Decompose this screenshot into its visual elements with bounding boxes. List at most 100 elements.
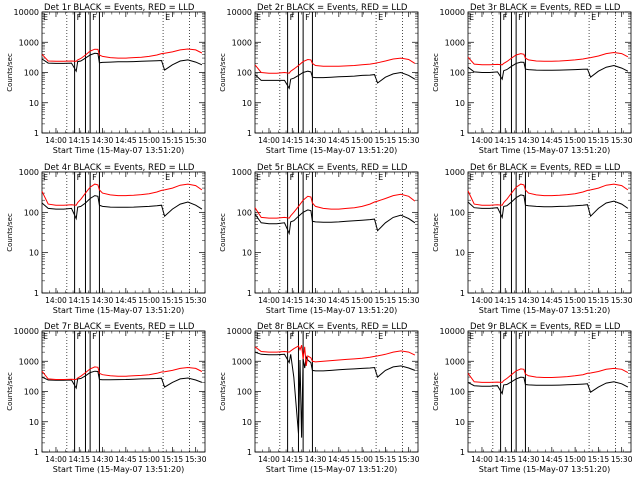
series-events-line bbox=[467, 376, 629, 396]
annotation-label: E bbox=[256, 13, 261, 22]
annotation-label: E bbox=[256, 173, 261, 182]
panel-title: Det 6r BLACK = Events, RED = LLD bbox=[470, 163, 621, 173]
x-tick-label: 15:15 bbox=[375, 455, 397, 464]
x-tick-label: 14:45 bbox=[328, 136, 350, 145]
x-axis-label: Start Time (15-May-07 13:51:20) bbox=[53, 306, 184, 315]
series-lld-line bbox=[41, 48, 203, 62]
x-tick-label: 14:00 bbox=[471, 136, 493, 145]
x-tick-label: 15:00 bbox=[351, 136, 373, 145]
x-axis-label: Start Time (15-May-07 13:51:20) bbox=[266, 306, 397, 315]
y-tick-label: 1 bbox=[247, 289, 252, 298]
series-events-line bbox=[41, 52, 203, 73]
annotation-label: F bbox=[305, 173, 310, 182]
x-tick-label: 14:30 bbox=[92, 455, 114, 464]
annotation-label: E bbox=[469, 332, 474, 341]
y-tick-label: 10000 bbox=[440, 327, 465, 336]
x-tick-label: 14:30 bbox=[92, 136, 114, 145]
y-tick-label: 100 bbox=[450, 388, 465, 397]
y-tick-label: 10 bbox=[455, 418, 465, 427]
x-tick-label: 15:00 bbox=[564, 136, 586, 145]
x-tick-label: 14:15 bbox=[68, 455, 90, 464]
annotation-label: F bbox=[305, 13, 310, 22]
y-tick-label: 1 bbox=[34, 289, 39, 298]
x-tick-label: 15:15 bbox=[162, 296, 184, 305]
x-tick-label: 15:00 bbox=[351, 455, 373, 464]
panel-title: Det 5r BLACK = Events, RED = LLD bbox=[257, 163, 408, 173]
y-tick-label: 10 bbox=[455, 249, 465, 258]
panel-title: Det 8r BLACK = Events, RED = LLD bbox=[257, 322, 408, 332]
y-axis-label: Counts/sec bbox=[219, 213, 227, 252]
y-tick-label: 10000 bbox=[440, 8, 465, 17]
x-tick-label: 15:30 bbox=[611, 455, 633, 464]
series-events-line bbox=[467, 61, 629, 81]
x-tick-label: 15:15 bbox=[588, 136, 610, 145]
y-tick-label: 10000 bbox=[14, 8, 39, 17]
x-tick-label: 14:00 bbox=[471, 455, 493, 464]
x-tick-label: 14:45 bbox=[328, 455, 350, 464]
x-tick-label: 15:00 bbox=[564, 296, 586, 305]
y-tick-label: 100 bbox=[450, 69, 465, 78]
plot-frame bbox=[467, 330, 632, 453]
annotation-label: E bbox=[43, 173, 48, 182]
x-tick-label: 14:45 bbox=[541, 455, 563, 464]
annotation-label: F bbox=[77, 173, 82, 182]
series-events-line bbox=[41, 370, 203, 390]
x-tick-label: 14:45 bbox=[328, 296, 350, 305]
x-tick-label: 14:15 bbox=[68, 136, 90, 145]
x-tick-label: 14:00 bbox=[45, 136, 67, 145]
x-tick-label: 15:00 bbox=[138, 455, 160, 464]
x-tick-label: 14:00 bbox=[471, 296, 493, 305]
y-tick-label: 10 bbox=[242, 99, 252, 108]
annotation-label: F bbox=[503, 13, 508, 22]
x-tick-label: 15:30 bbox=[185, 455, 207, 464]
x-tick-label: 14:15 bbox=[281, 136, 303, 145]
annotation-label: F bbox=[92, 332, 97, 341]
y-tick-label: 100 bbox=[237, 208, 252, 217]
x-tick-label: 14:15 bbox=[281, 296, 303, 305]
annotation-label: E bbox=[591, 173, 596, 182]
x-tick-label: 14:15 bbox=[494, 455, 516, 464]
annotation-label: F bbox=[503, 173, 508, 182]
panel-det-7r: Det 7r BLACK = Events, RED = LLD Counts/s… bbox=[6, 322, 207, 474]
x-tick-label: 14:00 bbox=[45, 296, 67, 305]
y-tick-label: 10000 bbox=[14, 327, 39, 336]
annotation-label: E bbox=[469, 173, 474, 182]
x-tick-label: 15:30 bbox=[611, 296, 633, 305]
panel-title: Det 3r BLACK = Events, RED = LLD bbox=[470, 3, 621, 13]
x-tick-label: 14:45 bbox=[115, 296, 137, 305]
annotation-label: F bbox=[305, 332, 310, 341]
x-tick-label: 14:15 bbox=[281, 455, 303, 464]
y-tick-label: 1 bbox=[34, 448, 39, 457]
x-tick-label: 14:30 bbox=[518, 136, 540, 145]
panel-title: Det 2r BLACK = Events, RED = LLD bbox=[257, 3, 408, 13]
x-tick-label: 14:00 bbox=[258, 296, 280, 305]
x-axis-label: Start Time (15-May-07 13:51:20) bbox=[53, 146, 184, 155]
y-tick-label: 1000 bbox=[19, 168, 39, 177]
y-tick-label: 1 bbox=[460, 289, 465, 298]
x-tick-label: 14:00 bbox=[45, 455, 67, 464]
x-axis-label: Start Time (15-May-07 13:51:20) bbox=[266, 146, 397, 155]
y-tick-label: 1000 bbox=[445, 168, 465, 177]
x-tick-label: 14:45 bbox=[115, 136, 137, 145]
x-axis-label: Start Time (15-May-07 13:51:20) bbox=[266, 465, 397, 474]
series-events-line bbox=[41, 195, 203, 221]
series-lld-line bbox=[467, 183, 629, 206]
y-tick-label: 1000 bbox=[232, 38, 252, 47]
panel-det-3r: Det 3r BLACK = Events, RED = LLD Counts/s… bbox=[432, 3, 633, 155]
x-tick-label: 14:30 bbox=[305, 455, 327, 464]
y-tick-label: 1000 bbox=[232, 357, 252, 366]
x-tick-label: 15:00 bbox=[351, 296, 373, 305]
x-tick-label: 14:30 bbox=[518, 455, 540, 464]
annotation-label: F bbox=[77, 332, 82, 341]
annotation-label: E bbox=[378, 13, 383, 22]
x-tick-label: 14:00 bbox=[258, 136, 280, 145]
panel-title: Det 9r BLACK = Events, RED = LLD bbox=[470, 322, 621, 332]
y-tick-label: 1000 bbox=[19, 38, 39, 47]
annotation-label: F bbox=[518, 332, 523, 341]
x-tick-label: 15:15 bbox=[375, 296, 397, 305]
series-events-line bbox=[254, 351, 416, 438]
plot-frame bbox=[41, 171, 206, 294]
y-tick-label: 100 bbox=[237, 69, 252, 78]
x-axis-label: Start Time (15-May-07 13:51:20) bbox=[479, 146, 610, 155]
